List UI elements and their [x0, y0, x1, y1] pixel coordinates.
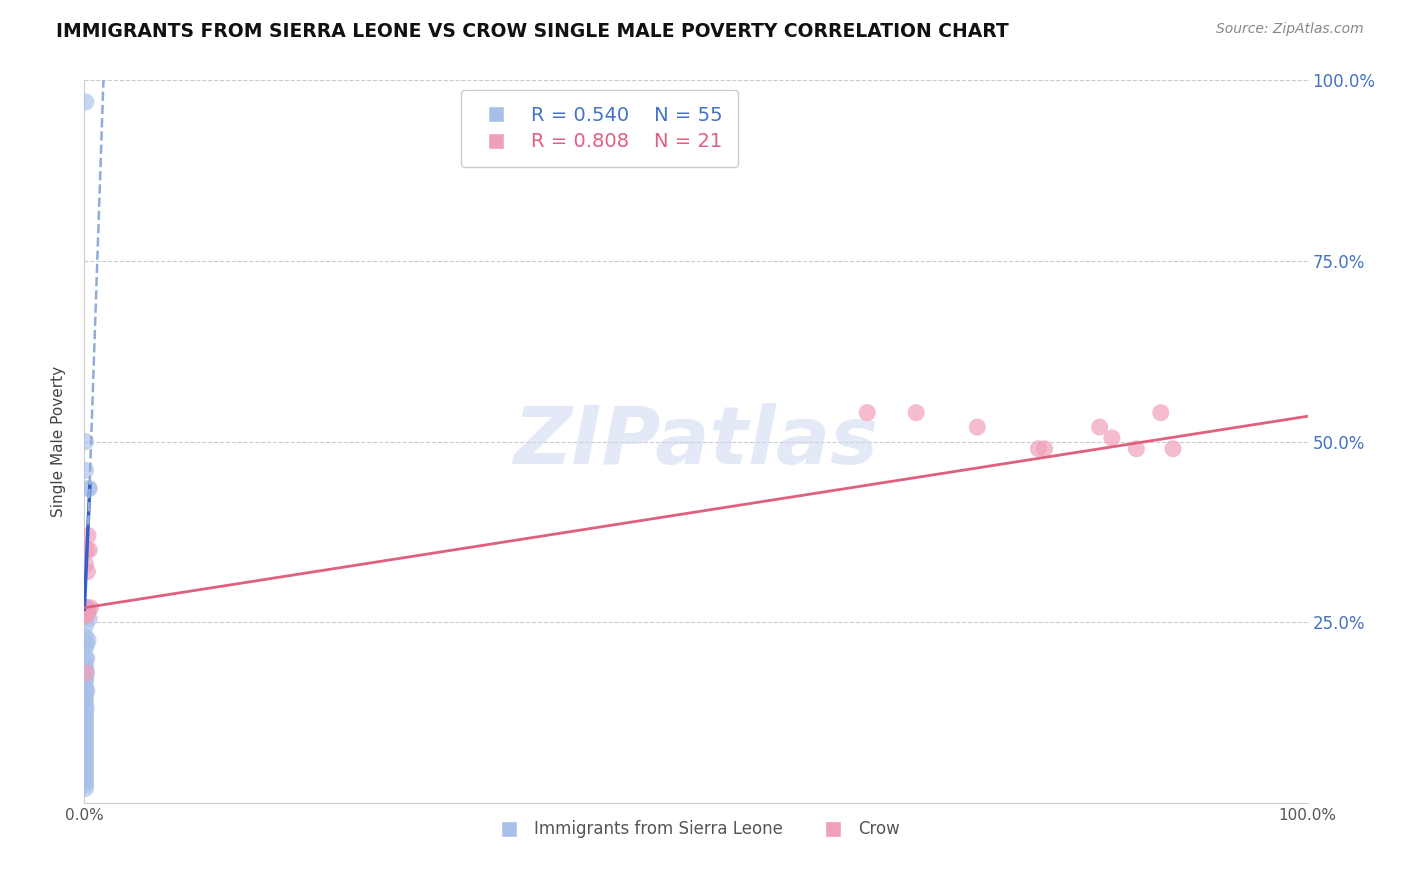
- Point: [73, 680, 96, 694]
- Point: [76, 607, 98, 622]
- Point: [75, 727, 97, 741]
- Point: [1028, 442, 1050, 456]
- Point: [75, 781, 97, 796]
- Point: [1161, 442, 1184, 456]
- Point: [75, 607, 97, 622]
- Point: [75, 771, 97, 785]
- Point: [77, 542, 100, 557]
- Point: [79, 600, 101, 615]
- Point: [77, 604, 100, 618]
- Point: [75, 662, 97, 676]
- Point: [75, 600, 97, 615]
- Point: [75, 673, 97, 687]
- Point: [75, 434, 97, 449]
- Point: [75, 764, 97, 778]
- Point: [1033, 442, 1056, 456]
- Point: [75, 723, 97, 738]
- Legend: Immigrants from Sierra Leone, Crow: Immigrants from Sierra Leone, Crow: [485, 814, 907, 845]
- Point: [75, 702, 97, 716]
- Point: [75, 767, 97, 781]
- Point: [77, 604, 100, 618]
- Point: [75, 665, 97, 680]
- Point: [76, 637, 98, 651]
- Point: [75, 680, 97, 694]
- Point: [75, 683, 97, 698]
- Point: [75, 720, 97, 734]
- Point: [75, 745, 97, 759]
- Point: [75, 774, 97, 789]
- Point: [75, 558, 97, 572]
- Point: [75, 698, 97, 713]
- Point: [75, 463, 97, 477]
- Point: [1150, 406, 1173, 420]
- Point: [75, 640, 97, 655]
- Point: [77, 482, 100, 496]
- Point: [75, 600, 97, 615]
- Point: [75, 734, 97, 748]
- Text: IMMIGRANTS FROM SIERRA LEONE VS CROW SINGLE MALE POVERTY CORRELATION CHART: IMMIGRANTS FROM SIERRA LEONE VS CROW SIN…: [56, 22, 1010, 41]
- Point: [73, 691, 96, 706]
- Point: [75, 709, 97, 723]
- Point: [75, 713, 97, 727]
- Point: [77, 528, 100, 542]
- Point: [75, 760, 97, 774]
- Text: ZIPatlas: ZIPatlas: [513, 402, 879, 481]
- Point: [76, 665, 98, 680]
- Point: [1125, 442, 1147, 456]
- Point: [75, 687, 97, 701]
- Y-axis label: Single Male Poverty: Single Male Poverty: [51, 366, 66, 517]
- Point: [76, 565, 98, 579]
- Point: [75, 778, 97, 792]
- Point: [76, 600, 98, 615]
- Point: [75, 716, 97, 731]
- Point: [75, 741, 97, 756]
- Point: [76, 651, 98, 665]
- Point: [77, 633, 100, 648]
- Point: [77, 482, 100, 496]
- Point: [75, 630, 97, 644]
- Point: [76, 683, 98, 698]
- Point: [856, 406, 879, 420]
- Point: [73, 600, 96, 615]
- Point: [75, 731, 97, 745]
- Point: [75, 695, 97, 709]
- Point: [76, 604, 98, 618]
- Point: [75, 673, 97, 687]
- Point: [75, 738, 97, 752]
- Point: [75, 619, 97, 633]
- Point: [966, 420, 988, 434]
- Point: [75, 658, 97, 673]
- Point: [75, 756, 97, 770]
- Point: [1101, 431, 1123, 445]
- Point: [905, 406, 928, 420]
- Point: [77, 611, 100, 625]
- Text: Source: ZipAtlas.com: Source: ZipAtlas.com: [1216, 22, 1364, 37]
- Point: [75, 748, 97, 763]
- Point: [76, 607, 98, 622]
- Point: [1088, 420, 1111, 434]
- Point: [75, 95, 97, 109]
- Point: [75, 706, 97, 720]
- Point: [76, 542, 98, 557]
- Point: [75, 651, 97, 665]
- Point: [75, 752, 97, 766]
